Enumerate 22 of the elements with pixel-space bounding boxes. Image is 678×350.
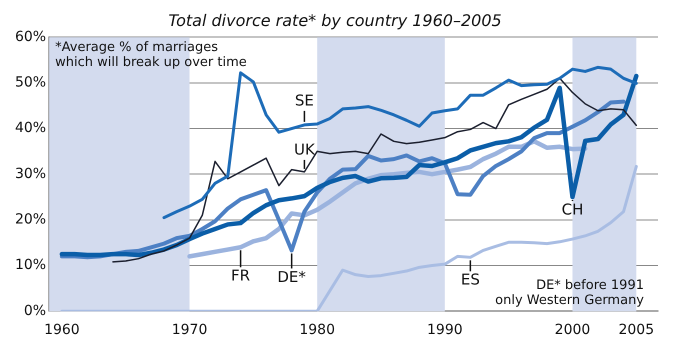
series-label: CH	[562, 200, 584, 218]
series-label: DE*	[277, 268, 306, 286]
y-tick-label: 0%	[24, 302, 46, 319]
y-tick-label: 50%	[14, 74, 46, 91]
x-tick-label: 1960	[44, 322, 80, 338]
y-tick-label: 60%	[14, 28, 46, 45]
series-label: UK	[294, 140, 316, 158]
chart-title: Total divorce rate* by country 1960–2005	[168, 10, 502, 30]
series-label: SE	[294, 91, 314, 110]
x-tick-label: 2000	[554, 322, 590, 338]
series-label: ES	[460, 270, 480, 289]
annotation: DE* before 1991 only Western Germany	[495, 278, 644, 308]
y-tick-label: 10%	[14, 257, 46, 274]
x-tick-label: 2005	[618, 322, 654, 338]
x-tick-label: 1970	[172, 322, 208, 338]
x-tick-label: 1990	[427, 322, 463, 338]
annotation: *Average % of marriages which will break up over time	[55, 40, 247, 70]
y-tick-label: 30%	[14, 166, 46, 182]
series-label: FR	[231, 266, 250, 285]
x-tick-label: 1980	[299, 322, 335, 338]
y-tick-label: 20%	[14, 212, 46, 228]
y-tick-label: 40%	[14, 120, 46, 136]
